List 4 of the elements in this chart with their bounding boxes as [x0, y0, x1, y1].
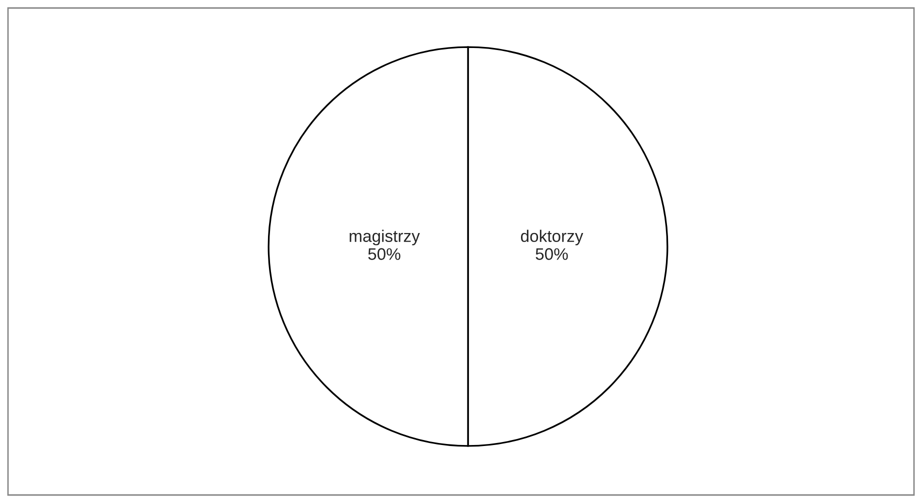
data-label: 50% — [536, 248, 568, 260]
slice-label: doktorzy — [520, 230, 584, 246]
data-label: 50% — [368, 248, 400, 260]
slice-label: magistrzy — [350, 230, 420, 246]
